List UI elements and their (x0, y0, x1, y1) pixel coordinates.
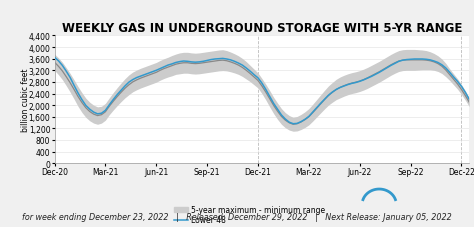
Legend: 5-year maximum - minimum range, Lower 48, 5-year average: 5-year maximum - minimum range, Lower 48… (174, 205, 325, 227)
Title: WEEKLY GAS IN UNDERGROUND STORAGE WITH 5-YR RANGE: WEEKLY GAS IN UNDERGROUND STORAGE WITH 5… (62, 22, 462, 35)
Text: for week ending December 23, 2022   |   Released: December 29, 2022   |   Next R: for week ending December 23, 2022 | Rele… (22, 212, 452, 221)
Y-axis label: billion cubic feet: billion cubic feet (21, 68, 30, 131)
